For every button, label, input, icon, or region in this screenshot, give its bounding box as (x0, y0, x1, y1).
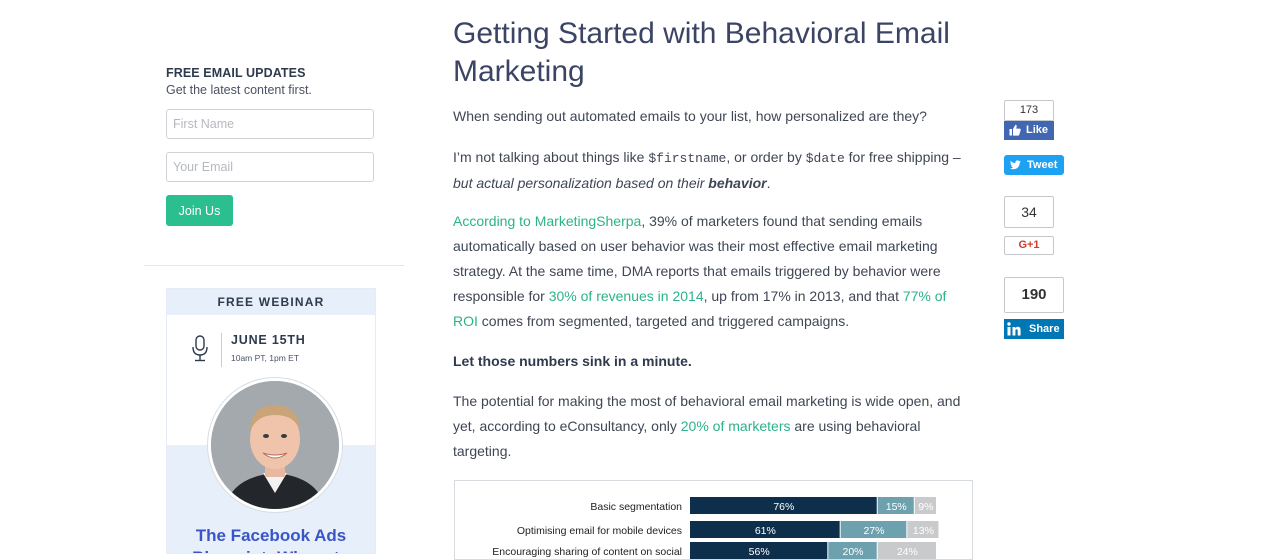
join-us-button[interactable]: Join Us (166, 195, 233, 226)
p3-text-1: , 39% of marketers found that sending em… (453, 213, 941, 304)
facebook-count: 173 (1004, 100, 1054, 121)
data-label: 56% (749, 546, 770, 558)
roi-link[interactable]: 77% of ROI (453, 288, 947, 329)
webinar-header: FREE WEBINAR (167, 289, 375, 315)
linkedin-share-label: Share (1029, 323, 1060, 335)
paragraph-statistics: According to MarketingSherpa, 39% of mar… (453, 209, 973, 334)
p3-text-2: , up from 17% in 2013, and that (703, 288, 903, 304)
category-label: Basic segmentation (590, 501, 682, 513)
sidebar-divider (144, 265, 404, 266)
date-separator (221, 333, 222, 367)
bar-segment (840, 521, 907, 538)
behavior-emphasis: behavior (708, 175, 767, 191)
p3-text-3: comes from segmented, targeted and trigg… (477, 313, 850, 329)
linkedin-count: 190 (1004, 277, 1064, 313)
presenter-avatar (208, 378, 342, 512)
webinar-time: 10am PT, 1pm ET (231, 353, 300, 363)
email-field[interactable] (166, 152, 374, 182)
p2-italic: but actual personalization based on thei… (453, 175, 767, 191)
linkedin-share-button[interactable]: Share (1004, 319, 1064, 339)
data-label: 61% (755, 525, 776, 537)
twitter-bird-icon (1010, 160, 1021, 170)
microphone-icon (192, 335, 208, 362)
paragraph-personalization: I’m not talking about things like $first… (453, 145, 973, 196)
linkedin-icon (1007, 322, 1021, 336)
thumbs-up-icon (1009, 124, 1021, 136)
data-label: 24% (897, 546, 918, 558)
p2-text-1: I’m not talking about things like (453, 149, 649, 165)
first-name-field[interactable] (166, 109, 374, 139)
date-code: $date (805, 151, 845, 166)
tweet-button[interactable]: Tweet (1004, 155, 1064, 175)
paragraph-potential: The potential for making the most of beh… (453, 389, 973, 464)
facebook-like-widget[interactable]: 173 Like (1004, 100, 1054, 140)
p5-text-2: are using behavioral targeting. (453, 418, 921, 459)
webinar-title[interactable]: The Facebook Ads Blueprint: Where to (192, 526, 350, 553)
category-label: Optimising email for mobile devices (517, 525, 682, 537)
gplus-count: 34 (1004, 196, 1054, 228)
marketers-link[interactable]: 20% of marketers (680, 418, 791, 434)
firstname-code: $firstname (648, 151, 727, 166)
bar-segment (690, 497, 877, 514)
marketingsherpa-link[interactable]: According to MarketingSherpa (453, 213, 642, 229)
category-label: Encouraging sharing of content on social (492, 546, 682, 558)
gplus-button[interactable]: G+1 (1004, 236, 1054, 255)
tweet-label: Tweet (1027, 159, 1058, 171)
p2-text-end: . (766, 175, 771, 191)
data-label: 27% (864, 525, 885, 537)
webinar-banner[interactable]: FREE WEBINAR JUNE 15TH 10am PT, 1pm ET T… (166, 288, 376, 554)
p2-italic-text: but actual personalization based on thei… (453, 175, 709, 191)
chart-frame: Basic segmentation 76% 15% 9% Optimising ema… (454, 480, 973, 560)
presenter-photo (211, 381, 339, 509)
data-label: 9% (918, 501, 933, 513)
bar-segment (907, 521, 939, 538)
revenues-link[interactable]: 30% of revenues in 2014 (548, 288, 704, 304)
signup-title: FREE EMAIL UPDATES (166, 66, 306, 80)
p2-text-2: , or order by (726, 149, 806, 165)
p5-text-1: The potential for making the most of beh… (453, 393, 961, 434)
bar-segment (877, 497, 914, 514)
webinar-date: JUNE 15TH (231, 333, 306, 347)
p2-text-3: for free shipping – (844, 149, 961, 165)
data-label: 76% (773, 501, 794, 513)
data-label: 15% (886, 501, 907, 513)
data-label: 13% (913, 525, 934, 537)
facebook-like-button[interactable]: Like (1004, 121, 1054, 140)
signup-subtitle: Get the latest content first. (166, 83, 312, 97)
bar-segment (914, 497, 936, 514)
bar-segment (690, 521, 840, 538)
article-title: Getting Started with Behavioral Email Ma… (453, 17, 950, 88)
paragraph-sink-in: Let those numbers sink in a minute. (453, 353, 692, 369)
facebook-like-label: Like (1026, 124, 1049, 136)
stacked-bar-chart: Basic segmentation 76% 15% 9% Optimising ema… (492, 497, 939, 559)
paragraph-intro: When sending out automated emails to you… (453, 108, 927, 124)
data-label: 20% (843, 546, 864, 558)
